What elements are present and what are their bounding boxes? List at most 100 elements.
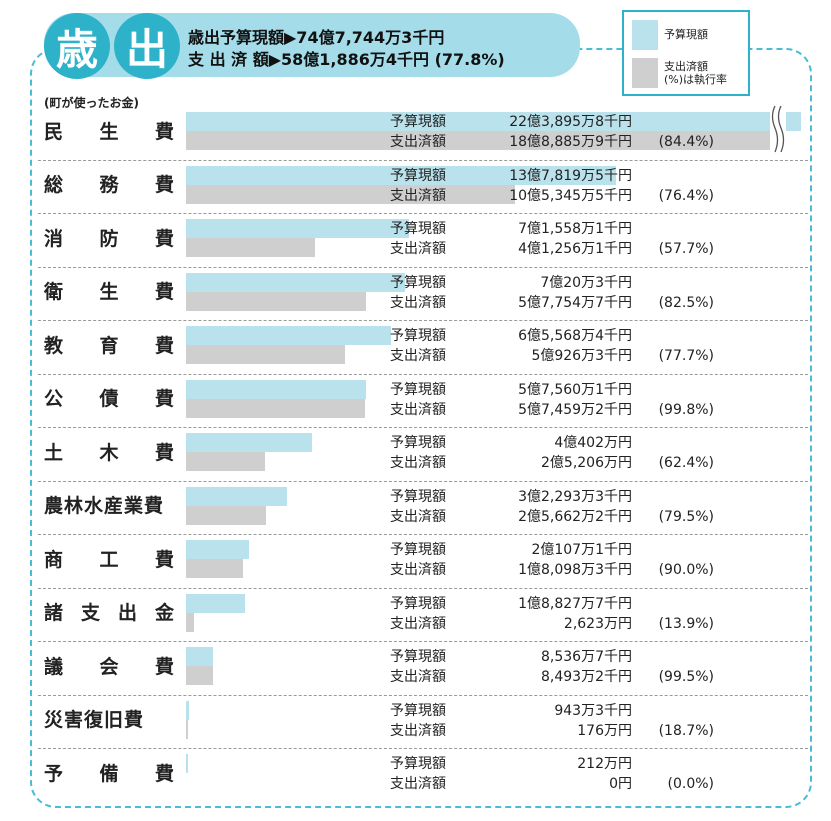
category-label: 公債費 xyxy=(44,386,174,410)
budget-value: 7億1,558万1千円 xyxy=(518,221,632,237)
row-divider xyxy=(38,587,808,589)
category-char: 商 xyxy=(44,548,64,571)
budget-row-label: 予算現額 xyxy=(390,114,446,130)
execution-rate: (76.4%) xyxy=(658,187,714,204)
category-char: 会 xyxy=(99,655,119,678)
spent-value: 5億7,459万2千円 xyxy=(518,401,632,418)
category-char: 費 xyxy=(154,227,174,250)
spent-row-label: 支出済額 xyxy=(390,562,446,578)
category-label: 総務費 xyxy=(44,172,174,196)
spent-row-label: 支出済額 xyxy=(390,348,446,364)
category-char: 育 xyxy=(99,334,119,357)
category-char: 費 xyxy=(154,334,174,357)
budget-value: 6億5,568万4千円 xyxy=(518,328,632,344)
category-label: 教育費 xyxy=(44,332,174,357)
budget-bar xyxy=(186,219,410,238)
row-divider xyxy=(38,641,808,642)
spent-value: 2億5,662万2千円 xyxy=(518,508,632,525)
spent-bar xyxy=(186,719,188,739)
budget-bar xyxy=(186,700,189,720)
spent-bar xyxy=(186,184,515,204)
row-divider xyxy=(38,373,808,375)
budget-row-label: 予算現額 xyxy=(390,488,446,505)
title-circle-2: 出 xyxy=(114,13,180,79)
budget-value: 22億3,895万8千円 xyxy=(509,114,632,130)
category-char: 費 xyxy=(154,762,174,785)
row-divider xyxy=(38,748,808,749)
spent-row-label: 支出済額 xyxy=(390,508,446,525)
spent-row-label: 支出済額 xyxy=(390,401,446,418)
execution-rate: (57.7%) xyxy=(658,241,714,257)
execution-rate: (84.4%) xyxy=(658,134,714,150)
title-circle-1: 歳 xyxy=(44,13,110,79)
legend-budget-swatch xyxy=(632,20,658,50)
spent-value: 2,623万円 xyxy=(563,615,632,632)
category-char: 工 xyxy=(99,548,119,571)
row-divider xyxy=(38,427,808,428)
category-label: 土木費 xyxy=(44,439,174,464)
category-label: 災害復旧費 xyxy=(44,707,174,731)
budget-row-label: 予算現額 xyxy=(390,381,446,398)
row-divider xyxy=(38,213,808,214)
budget-row-label: 予算現額 xyxy=(390,702,446,719)
budget-bar xyxy=(186,433,313,452)
budget-bar xyxy=(186,272,406,292)
row-divider xyxy=(38,694,808,696)
legend-budget-label: 予算現額 xyxy=(664,28,708,41)
row-divider xyxy=(38,480,808,482)
category-char: 木 xyxy=(99,441,119,464)
category-char: 農林水産業費 xyxy=(44,495,165,517)
execution-rate: (82.5%) xyxy=(658,294,714,311)
execution-rate: (99.8%) xyxy=(658,401,714,418)
spent-row-label: 支出済額 xyxy=(390,722,446,739)
category-label: 予備費 xyxy=(44,760,174,785)
budget-value: 2億107万1千円 xyxy=(531,542,632,558)
spent-bar xyxy=(186,291,367,311)
execution-rate: (62.4%) xyxy=(658,455,714,471)
budget-bar xyxy=(186,754,188,773)
category-char: 公 xyxy=(44,388,64,410)
spent-bar xyxy=(186,131,771,150)
category-char: 予 xyxy=(44,762,64,785)
budget-value: 943万3千円 xyxy=(554,702,632,719)
category-char: 生 xyxy=(99,120,119,143)
category-char: 務 xyxy=(99,174,119,196)
spent-value: 18億8,885万9千円 xyxy=(509,134,632,150)
spent-bar xyxy=(186,238,315,257)
category-label: 諸支出金 xyxy=(44,600,174,624)
legend-rate-note: (%)は執行率 xyxy=(664,73,728,86)
spent-bar xyxy=(186,505,267,525)
category-char: 衛 xyxy=(44,281,64,303)
spent-row-label: 支出済額 xyxy=(390,241,446,257)
budget-row-label: 予算現額 xyxy=(390,221,446,237)
spent-value: 1億8,098万3千円 xyxy=(518,562,632,578)
category-char: 債 xyxy=(99,388,119,410)
category-char: 費 xyxy=(154,120,174,143)
spent-value: 2億5,206万円 xyxy=(541,455,632,471)
spent-value: 8,493万2千円 xyxy=(541,669,632,685)
budget-bar xyxy=(186,486,287,506)
spent-value: 4億1,256万1千円 xyxy=(518,241,632,257)
budget-bar xyxy=(186,540,249,559)
category-label: 衛生費 xyxy=(44,279,174,303)
category-label: 農林水産業費 xyxy=(44,493,174,517)
spent-row-label: 支出済額 xyxy=(390,294,446,311)
summary-spent: 支 出 済 額▶58億1,886万4千円 (77.8%) xyxy=(188,50,505,69)
budget-row-label: 予算現額 xyxy=(390,274,446,291)
category-label: 商工費 xyxy=(44,546,174,571)
budget-bar xyxy=(186,326,391,345)
row-divider xyxy=(38,159,808,161)
category-label: 議会費 xyxy=(44,653,174,678)
spent-value: 5億7,754万7千円 xyxy=(518,294,632,311)
spent-row-label: 支出済額 xyxy=(390,776,446,792)
spent-bar xyxy=(186,345,346,364)
spent-row-label: 支出済額 xyxy=(390,187,446,204)
spent-value: 0円 xyxy=(609,776,632,792)
execution-rate: (18.7%) xyxy=(658,722,714,739)
budget-row-label: 予算現額 xyxy=(390,435,446,451)
category-char: 防 xyxy=(99,227,119,250)
budget-value: 5億7,560万1千円 xyxy=(518,381,632,398)
budget-bar xyxy=(186,165,617,185)
row-divider xyxy=(38,266,808,268)
budget-row-label: 予算現額 xyxy=(390,167,446,184)
